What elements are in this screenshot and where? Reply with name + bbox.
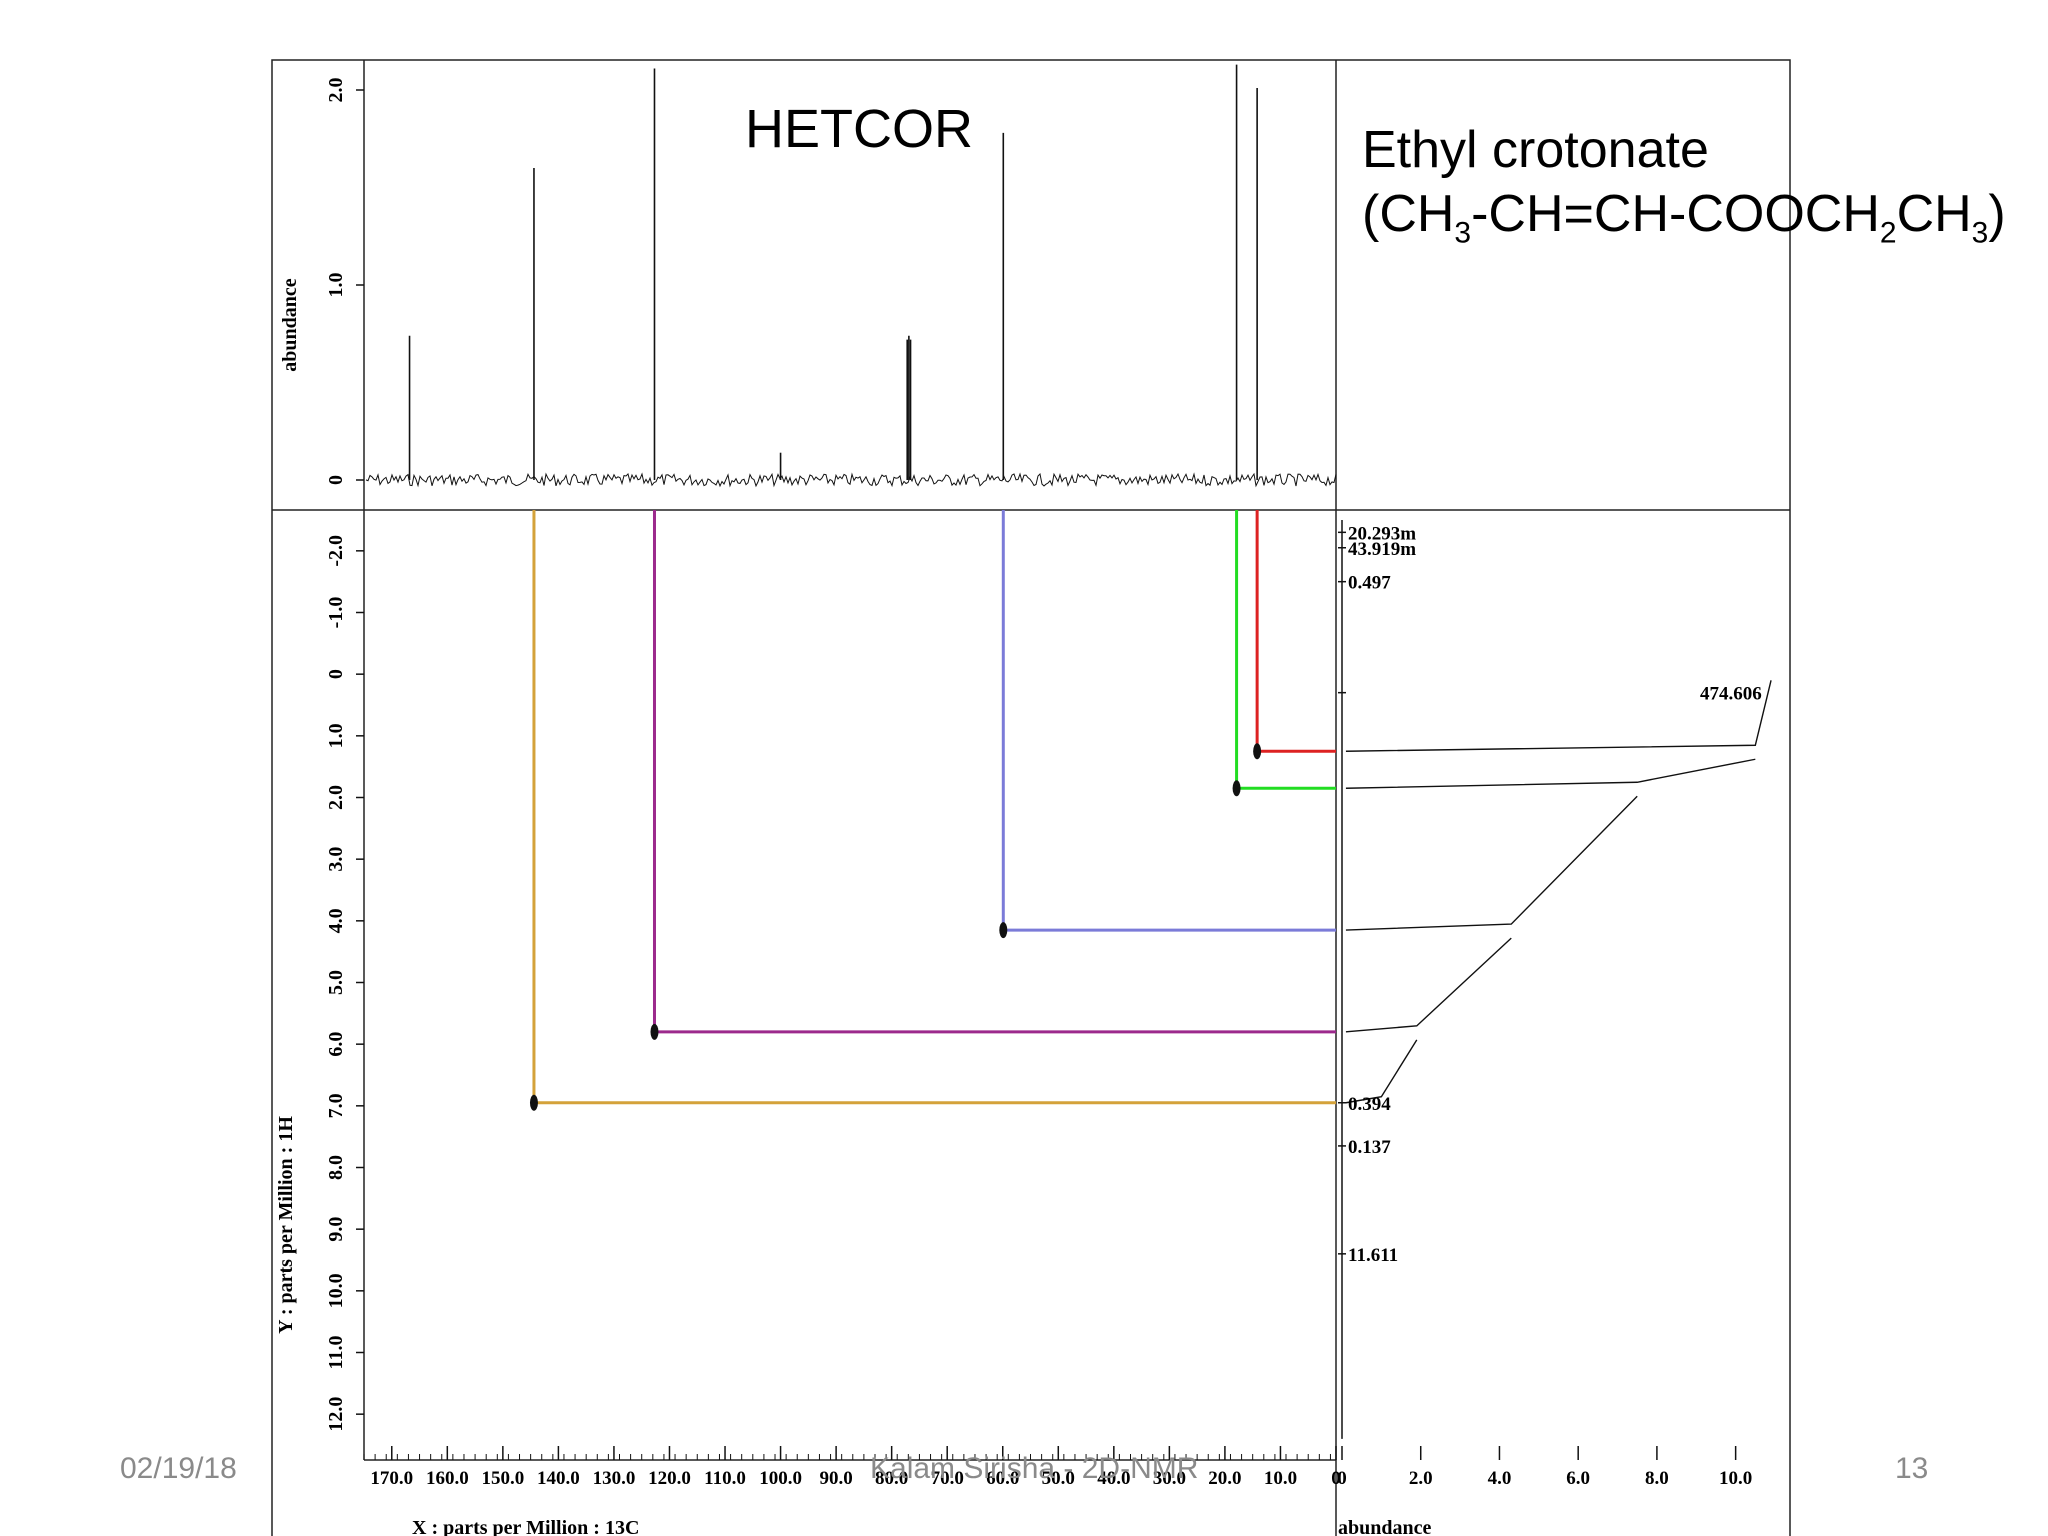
y-tick-label: 1.0 bbox=[325, 723, 347, 748]
correlation-peak bbox=[529, 1094, 538, 1111]
formula-subscript: 3 bbox=[1971, 216, 1989, 250]
right-x-axis-label: abundance bbox=[1338, 1517, 1431, 1536]
right-x-tick-label: 2.0 bbox=[1409, 1468, 1433, 1489]
y-tick-label: 12.0 bbox=[325, 1397, 347, 1432]
formula-part: -CH=CH-COOCH bbox=[1471, 185, 1880, 243]
correlation-peak bbox=[1232, 780, 1241, 797]
x-tick-label: 50.0 bbox=[1042, 1468, 1075, 1489]
y-tick-label: -1.0 bbox=[325, 597, 347, 629]
x-tick-label: 80.0 bbox=[875, 1468, 908, 1489]
y-tick-label: 11.0 bbox=[325, 1336, 347, 1370]
y-tick-label: 5.0 bbox=[325, 970, 347, 995]
x-tick-label: 140.0 bbox=[537, 1468, 580, 1489]
correlation-line bbox=[1001, 510, 1336, 932]
footer-page-number: 13 bbox=[1895, 1452, 1929, 1485]
correlation-line bbox=[1235, 510, 1336, 790]
y-tick-label: -2.0 bbox=[325, 535, 347, 567]
y-tick-label: 2.0 bbox=[325, 785, 347, 810]
integral-label: 474.606 bbox=[1700, 684, 1762, 705]
integral-label: 20.293m bbox=[1348, 523, 1416, 544]
y-tick-label: 9.0 bbox=[325, 1217, 347, 1242]
compound-formula: (CH3-CH=CH-COOCH2CH3) bbox=[1362, 182, 2006, 265]
integral-label: 11.611 bbox=[1348, 1245, 1398, 1266]
x-tick-label: 120.0 bbox=[648, 1468, 691, 1489]
integral-step bbox=[1345, 1039, 1418, 1104]
x-tick-label: 170.0 bbox=[370, 1468, 413, 1489]
formula-part: ) bbox=[1988, 185, 2006, 243]
integral-step bbox=[1345, 680, 1772, 752]
x-tick-label: 150.0 bbox=[481, 1468, 524, 1489]
x-tick-label: 70.0 bbox=[931, 1468, 964, 1489]
right-x-tick-label: 0 bbox=[1337, 1468, 1347, 1489]
x-tick-label: 130.0 bbox=[593, 1468, 636, 1489]
y-tick-label: 0 bbox=[325, 669, 347, 679]
x-axis-label: X : parts per Million : 13C bbox=[412, 1517, 639, 1536]
integral-step bbox=[1345, 937, 1512, 1033]
x-tick-label: 40.0 bbox=[1097, 1468, 1130, 1489]
right-x-tick-label: 10.0 bbox=[1719, 1468, 1752, 1489]
correlation-lines bbox=[529, 510, 1336, 1111]
formula-part: (CH bbox=[1362, 185, 1455, 243]
integral-step bbox=[1345, 758, 1756, 789]
x-tick-label: 30.0 bbox=[1153, 1468, 1186, 1489]
x-tick-label: 60.0 bbox=[986, 1468, 1019, 1489]
top-y-tick-label: 1.0 bbox=[325, 273, 347, 298]
outer-frame bbox=[271, 59, 1791, 1536]
right-x-tick-label: 8.0 bbox=[1645, 1468, 1669, 1489]
right-x-tick-label: 6.0 bbox=[1566, 1468, 1590, 1489]
footer-date: 02/19/18 bbox=[120, 1452, 237, 1485]
y-tick-label: 8.0 bbox=[325, 1155, 347, 1180]
correlation-line bbox=[1255, 510, 1336, 753]
x-tick-label: 90.0 bbox=[819, 1468, 852, 1489]
plot-frames bbox=[271, 59, 1791, 1536]
integral-label: 0.497 bbox=[1348, 573, 1391, 594]
top-y-tick-label: 0 bbox=[325, 475, 347, 485]
top-13c-projection: 2.0 1.0 0 abundance bbox=[279, 64, 1337, 488]
x-tick-label: 20.0 bbox=[1208, 1468, 1241, 1489]
x-tick-label: 100.0 bbox=[759, 1468, 802, 1489]
formula-part: CH bbox=[1896, 185, 1972, 243]
right-x-tick-label: 4.0 bbox=[1488, 1468, 1512, 1489]
x-tick-label: 110.0 bbox=[704, 1468, 746, 1489]
x-tick-label: 10.0 bbox=[1264, 1468, 1297, 1489]
x-tick-label: 0 bbox=[1331, 1468, 1341, 1489]
integral-label: 0.394 bbox=[1348, 1094, 1391, 1115]
integral-label: 0.137 bbox=[1348, 1137, 1391, 1158]
axes: 170.0 160.0 150.0 140.0 130.0 120.0 110.0 100.0… bbox=[275, 535, 1341, 1536]
compound-name: Ethyl crotonate bbox=[1362, 121, 1709, 179]
y-tick-label: 7.0 bbox=[325, 1093, 347, 1118]
integral-label: 43.919m bbox=[1348, 539, 1416, 560]
correlation-peak bbox=[1253, 743, 1262, 760]
integral-step bbox=[1345, 795, 1638, 931]
correlation-peak bbox=[650, 1023, 659, 1040]
y-tick-label: 3.0 bbox=[325, 847, 347, 872]
slide-title: HETCOR bbox=[745, 99, 973, 159]
top-y-axis-label: abundance bbox=[279, 278, 301, 371]
y-axis-label: Y : parts per Million : 1H bbox=[275, 1116, 297, 1334]
formula-subscript: 3 bbox=[1454, 216, 1472, 250]
y-tick-label: 4.0 bbox=[325, 908, 347, 933]
formula-subscript: 2 bbox=[1879, 216, 1897, 250]
correlation-peak bbox=[999, 922, 1008, 939]
baseline-noise bbox=[365, 472, 1337, 488]
correlation-line bbox=[652, 510, 1336, 1034]
y-tick-label: 10.0 bbox=[325, 1273, 347, 1308]
footer-author: Kalam Sirisha - 2D-NMR bbox=[870, 1452, 1199, 1485]
top-y-tick-label: 2.0 bbox=[325, 78, 347, 103]
y-tick-label: 6.0 bbox=[325, 1032, 347, 1057]
x-tick-label: 160.0 bbox=[426, 1468, 469, 1489]
